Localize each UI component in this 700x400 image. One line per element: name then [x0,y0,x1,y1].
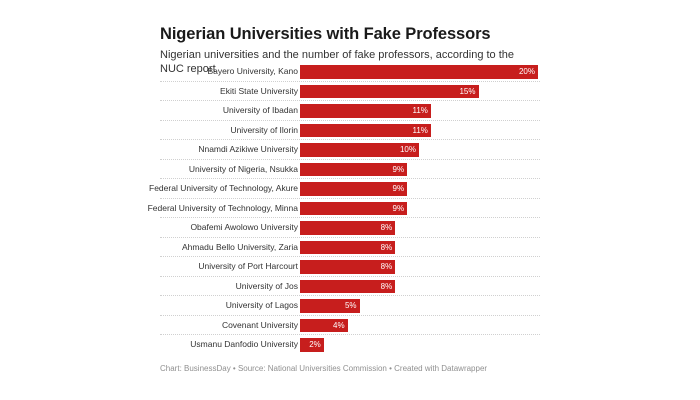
bar-row: Obafemi Awolowo University 8% [160,218,540,238]
category-label: Ahmadu Bello University, Zaria [181,241,298,252]
bar-row: University of Port Harcourt 8% [160,257,540,277]
bar: 11% [300,123,431,137]
value-label: 8% [380,281,393,291]
bar-row: Covenant University 4% [160,316,540,335]
bar-row: Bayero University, Kano 20% [160,62,540,82]
bar-chart: Bayero University, Kano 20% Ekiti State Un… [148,62,540,355]
bar: 8% [300,221,396,235]
bar: 15% [300,84,479,98]
category-label: University of Jos [235,280,298,291]
category-label: University of Port Harcourt [198,261,298,271]
value-label: 8% [380,223,393,232]
category-label: Covenant University [221,319,298,330]
value-label: 20% [518,67,535,76]
category-label: Federal University of Technology, Minna [147,202,298,213]
category-label: Obafemi Awolowo University [190,222,298,232]
bar: 11% [300,104,431,118]
category-label: Usmanu Danfodio University [190,339,298,349]
bar: 4% [300,318,348,332]
value-label: 8% [380,262,393,271]
chart-header: Nigerian Universities with Fake Professo… [160,24,540,76]
category-label: University of Lagos [225,300,298,310]
value-label: 2% [309,340,321,349]
value-label: 5% [344,301,357,310]
bar: 9% [300,162,408,176]
value-label: 4% [333,320,345,330]
bar-row: Usmanu Danfodio University 2% [160,335,540,355]
bar: 9% [300,182,408,196]
bar-row: Ekiti State University 15% [160,82,540,101]
bar-row: Federal University of Technology, Akure 9… [149,179,540,199]
bar-row: University of Ibadan 11% [160,101,540,121]
bar-row: University of Nigeria, Nsukka 9% [160,160,540,179]
bar: 8% [300,279,396,293]
bar: 10% [300,143,419,157]
chart-footer: Chart: BusinessDay • Source: National Un… [160,364,488,373]
bar: 8% [300,240,396,254]
bar-row: University of Ilorin 11% [160,121,540,140]
bar-row: Nnamdi Azikiwe University 10% [160,140,540,160]
bar-row: Ahmadu Bello University, Zaria 8% [160,238,540,257]
bar: 8% [300,260,396,274]
bar: 20% [300,65,538,79]
value-label: 8% [380,242,393,252]
bar: 2% [300,338,324,352]
value-label: 9% [392,184,405,193]
value-label: 11% [412,125,428,135]
bar-row: Federal University of Technology, Minna 9… [148,199,540,218]
category-label: Federal University of Technology, Akure [149,183,298,193]
value-label: 9% [392,203,405,213]
chart-subtitle: Nigerian universities and the number of … [160,49,515,75]
value-label: 9% [392,164,405,174]
bar-row: University of Lagos 5% [160,296,540,316]
bar: 5% [300,299,360,313]
value-label: 11% [412,106,428,115]
bar-row: University of Jos 8% [160,277,540,296]
bar: 9% [300,201,408,215]
chart-title: Nigerian Universities with Fake Professo… [160,25,491,43]
category-label: Ekiti State University [220,85,298,96]
category-label: University of Ilorin [230,124,298,135]
category-label: Bayero University, Kano [207,66,298,76]
category-label: University of Ibadan [222,105,298,115]
value-label: 15% [459,86,476,96]
category-label: University of Nigeria, Nsukka [188,163,298,174]
category-label: Nnamdi Azikiwe University [198,144,298,154]
value-label: 10% [399,145,416,154]
